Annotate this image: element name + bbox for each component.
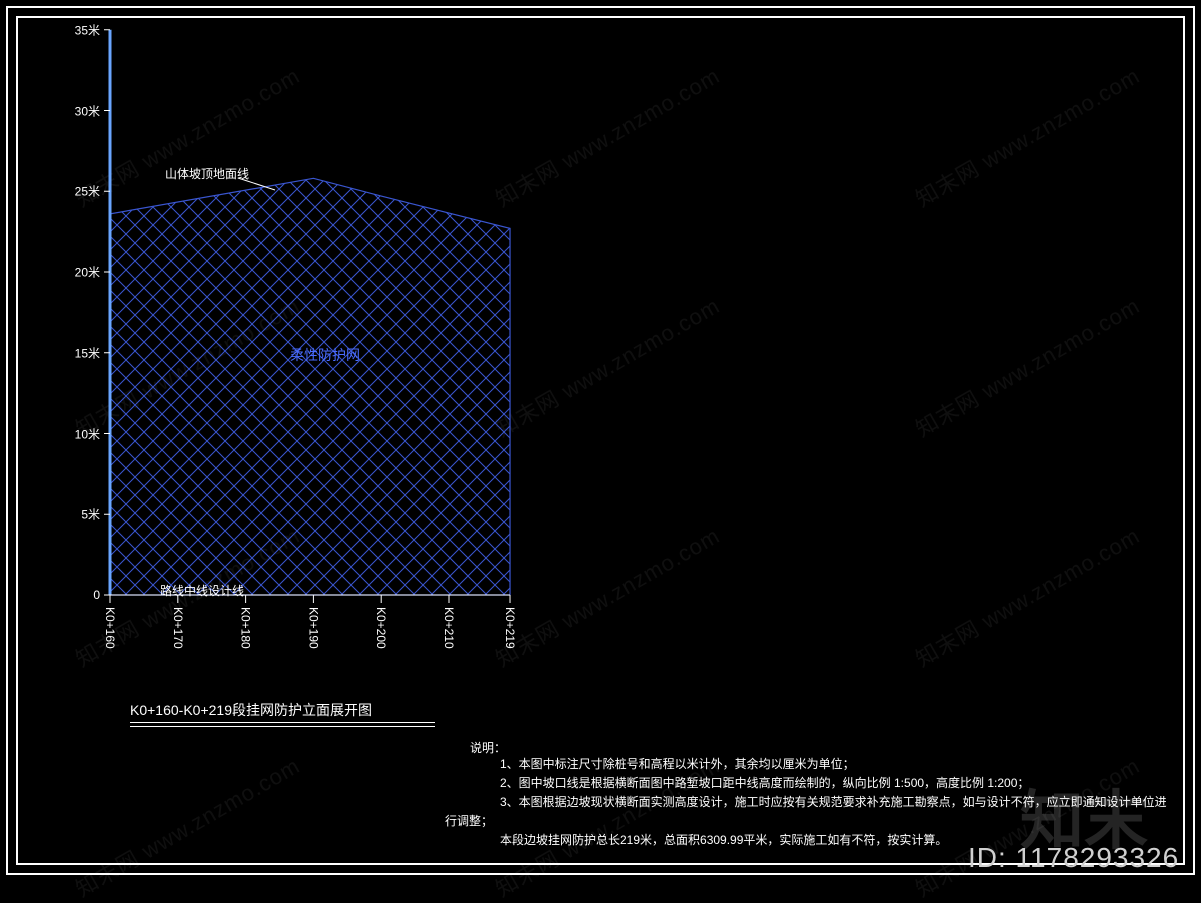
drawing-title: K0+160-K0+219段挂网防护立面展开图: [130, 700, 372, 720]
y-tick-label: 10米: [60, 425, 100, 442]
y-tick-label: 5米: [60, 506, 100, 523]
notes-line: 本段边坡挂网防护总长219米，总面积6309.99平米，实际施工如有不符，按实计…: [500, 830, 947, 850]
title-underline-2: [130, 726, 435, 727]
y-tick-label: 15米: [60, 344, 100, 361]
title-underline-1: [130, 722, 435, 723]
y-tick-label: 20米: [60, 264, 100, 281]
notes-line: 2、图中坡口线是根据横断面图中路堑坡口距中线高度而绘制的，纵向比例 1:500，…: [500, 773, 1029, 793]
x-tick-label: K0+170: [171, 607, 185, 649]
net-label: 柔性防护网: [290, 345, 360, 365]
slope-top-label: 山体坡顶地面线: [165, 165, 249, 182]
plot-svg: [0, 0, 1201, 881]
x-tick-label: K0+180: [239, 607, 253, 649]
y-tick-label: 25米: [60, 183, 100, 200]
y-tick-label: 35米: [60, 21, 100, 38]
asset-id-text: ID: 1178293326: [968, 842, 1179, 874]
y-tick-label: 30米: [60, 102, 100, 119]
centerline-label: 路线中线设计线: [160, 582, 244, 599]
x-tick-label: K0+200: [374, 607, 388, 649]
x-tick-label: K0+210: [442, 607, 456, 649]
x-tick-label: K0+160: [103, 607, 117, 649]
y-tick-label: 0: [60, 588, 100, 602]
notes-line: 行调整；: [445, 811, 493, 831]
notes-line: 1、本图中标注尺寸除桩号和高程以米计外，其余均以厘米为单位；: [500, 754, 855, 774]
diagram-stage: 知末网 www.znzmo.com知末网 www.znzmo.com知末网 ww…: [0, 0, 1201, 881]
x-tick-label: K0+190: [306, 607, 320, 649]
x-tick-label: K0+219: [503, 607, 517, 649]
